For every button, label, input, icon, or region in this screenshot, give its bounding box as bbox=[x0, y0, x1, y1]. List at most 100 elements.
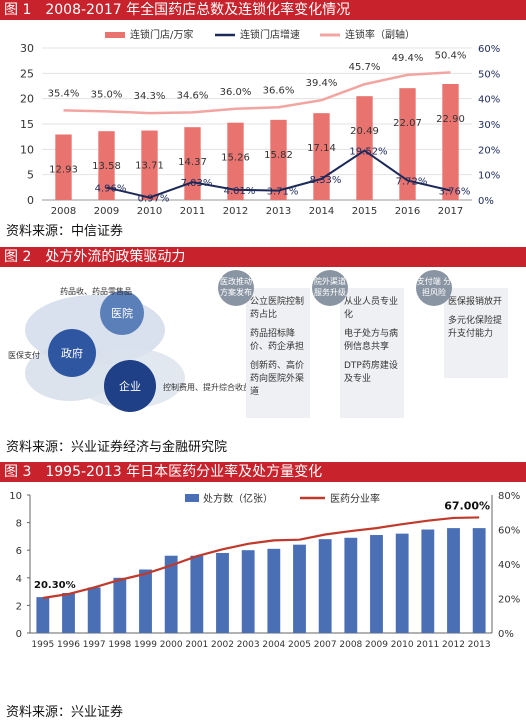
x-tick-label: 2008 bbox=[51, 206, 76, 217]
gov-circle bbox=[48, 329, 96, 377]
x-tick-label: 2000 bbox=[160, 640, 183, 650]
y-tick-label: 0 bbox=[16, 629, 22, 640]
policy-item: 创新药、高价药向医院外渠道 bbox=[250, 361, 305, 397]
x-tick-label: 2005 bbox=[288, 640, 311, 650]
x-tick-label: 2010 bbox=[137, 206, 162, 217]
x-tick-label: 2012 bbox=[223, 206, 248, 217]
y2-tick-label: 20% bbox=[498, 595, 520, 606]
y2-tick-label: 10% bbox=[478, 171, 500, 182]
bar bbox=[241, 550, 255, 633]
bar bbox=[270, 119, 287, 200]
fig1-source: 资料来源：中信证券 bbox=[6, 224, 124, 239]
y2-tick-label: 50% bbox=[478, 69, 500, 80]
bar-value-label: 22.90 bbox=[436, 114, 465, 125]
policy-column-2: 从业人员专业化 电子处方与病例信息共享 DTP药房建设及专业 bbox=[340, 288, 404, 418]
bar bbox=[356, 96, 373, 200]
y-tick-label: 15 bbox=[20, 118, 34, 131]
last-annotation: 67.00% bbox=[444, 499, 490, 512]
fig2-diagram: 医院 政府 企业 药品收、药品零售品 医保支付 控制费用、提升综合收益 公立医院… bbox=[0, 268, 526, 428]
y2-tick-label: 80% bbox=[498, 491, 520, 502]
note-top: 药品收、药品零售品 bbox=[60, 287, 132, 296]
x-tick-label: 2011 bbox=[416, 640, 439, 650]
bar bbox=[370, 535, 383, 633]
bar bbox=[472, 528, 486, 633]
bar-value-label: 13.71 bbox=[135, 161, 164, 172]
ratio-label: 34.3% bbox=[134, 91, 166, 102]
growth-label: 7.03% bbox=[181, 178, 213, 189]
ratio-label: 45.7% bbox=[349, 62, 381, 73]
ratio-label: 50.4% bbox=[435, 50, 467, 61]
growth-label: 7.72% bbox=[396, 176, 428, 187]
enterprise-label: 企业 bbox=[119, 379, 141, 393]
x-tick-label: 2017 bbox=[438, 206, 463, 217]
fig1-title: 图 1 2008-2017 年全国药店总数及连锁化率变化情况 bbox=[0, 0, 526, 20]
legend-label-bars: 连锁门店/万家 bbox=[130, 28, 193, 41]
bar-value-label: 20.49 bbox=[350, 126, 379, 137]
x-tick-label: 1996 bbox=[57, 640, 80, 650]
y-tick-label: 25 bbox=[20, 67, 34, 80]
gov-label: 政府 bbox=[61, 346, 83, 360]
x-tick-label: 2016 bbox=[395, 206, 420, 217]
bar bbox=[399, 88, 416, 200]
policy-item: 从业人员专业化 bbox=[344, 297, 399, 320]
y-tick-label: 2 bbox=[16, 601, 22, 612]
policy-circles: 医院 政府 企业 bbox=[25, 291, 185, 412]
bar bbox=[141, 130, 158, 200]
bar bbox=[395, 533, 409, 633]
legend-label-growth: 连锁门店增速 bbox=[240, 28, 300, 41]
y-tick-label: 10 bbox=[20, 143, 34, 156]
x-tick-label: 2002 bbox=[211, 640, 234, 650]
chart1: 0 5 10 15 20 25 30 0% 10% 20% 30% 40% 50% 60% 12.93 1… bbox=[0, 20, 526, 234]
x-tick-label: 2009 bbox=[365, 640, 388, 650]
growth-label: 19.52% bbox=[349, 147, 387, 158]
x-tick-label: 2001 bbox=[185, 640, 208, 650]
ratio-label: 36.6% bbox=[263, 85, 295, 96]
policy-item: 医保报销放开 bbox=[448, 297, 503, 307]
bar bbox=[421, 529, 435, 633]
bar bbox=[447, 528, 460, 633]
fig2-title: 图 2 处方外流的政策驱动力 bbox=[0, 247, 526, 267]
separation-line bbox=[42, 516, 480, 600]
x-tick-label: 2013 bbox=[468, 640, 491, 650]
x-tick-label: 2011 bbox=[180, 206, 205, 217]
bar bbox=[184, 127, 201, 200]
growth-label: 4.01% bbox=[224, 186, 256, 197]
hospital-circle bbox=[100, 291, 144, 335]
y-tick-label: 6 bbox=[16, 546, 22, 557]
x-tick-label: 2010 bbox=[391, 640, 414, 650]
policy-item: 多元化保险提升支付能力 bbox=[448, 316, 503, 339]
y-tick-label: 5 bbox=[27, 169, 34, 182]
bar-value-label: 17.14 bbox=[307, 143, 336, 154]
x-tick-label: 2007 bbox=[314, 640, 337, 650]
y-tick-label: 10 bbox=[9, 491, 22, 502]
x-tick-label: 2004 bbox=[262, 640, 285, 650]
bar bbox=[164, 555, 178, 633]
bar bbox=[139, 569, 152, 633]
bar-value-label: 12.93 bbox=[49, 164, 78, 175]
legend-label-prescriptions: 处方数（亿张） bbox=[203, 492, 273, 505]
ratio-label: 36.0% bbox=[220, 87, 252, 98]
policy-tag-3: 支付端 分担风险 bbox=[416, 270, 452, 306]
bar bbox=[267, 548, 281, 633]
y2-tick-label: 0% bbox=[478, 196, 494, 207]
x-tick-label: 2012 bbox=[442, 640, 465, 650]
policy-column-3: 医保报销放开 多元化保险提升支付能力 bbox=[444, 288, 508, 378]
bar bbox=[113, 577, 127, 633]
x-tick-label: 2014 bbox=[309, 206, 334, 217]
bar bbox=[313, 113, 330, 200]
ratio-line bbox=[63, 71, 451, 115]
x-tick-label: 2003 bbox=[237, 640, 260, 650]
bar bbox=[190, 555, 204, 633]
legend-swatch-bars bbox=[105, 32, 125, 38]
bar bbox=[293, 544, 306, 633]
bar bbox=[216, 552, 229, 633]
bar bbox=[87, 587, 101, 633]
ratio-label: 34.6% bbox=[177, 90, 209, 101]
first-annotation: 20.30% bbox=[34, 580, 76, 591]
bar bbox=[36, 597, 50, 633]
bar bbox=[344, 537, 358, 633]
y-tick-label: 20 bbox=[20, 93, 34, 106]
y2-tick-label: 40% bbox=[498, 560, 520, 571]
x-tick-label: 1998 bbox=[108, 640, 131, 650]
y2-tick-label: 20% bbox=[478, 145, 500, 156]
